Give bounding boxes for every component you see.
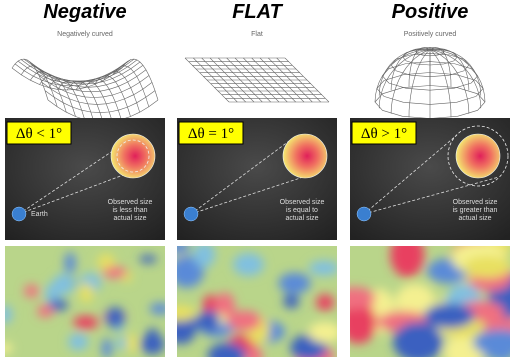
panel-note: is equal to (286, 207, 318, 214)
map-blob (150, 303, 171, 315)
surface-caption: Negatively curved (57, 31, 113, 38)
panel-note: actual size (285, 215, 318, 222)
map-blob (464, 256, 511, 278)
grid-line (122, 59, 158, 100)
map-blob (37, 305, 53, 318)
column-heading: FLAT (232, 1, 283, 23)
hot-spot (283, 134, 327, 178)
grid-line (40, 76, 76, 117)
map-blob (73, 316, 98, 330)
map-blob (278, 273, 310, 294)
map-blob (80, 282, 93, 303)
grid-line (430, 49, 481, 95)
map-blob (53, 274, 74, 295)
map-blob (228, 311, 262, 331)
column: Negative Negatively curved Earth Observed s… (0, 1, 170, 357)
surface-grid (375, 47, 485, 118)
angle-label: Δθ > 1° (361, 126, 407, 142)
map-blob (160, 305, 198, 321)
map-blob (140, 334, 164, 354)
angle-label: Δθ = 1° (188, 126, 234, 142)
map-blob (233, 253, 264, 276)
panel-note: Observed size (108, 199, 153, 206)
grid-line (85, 79, 121, 120)
map-blob (24, 284, 39, 297)
map-blob (106, 307, 125, 328)
surface-grid (12, 59, 158, 122)
map-blob (199, 310, 220, 332)
grid-line (430, 50, 451, 117)
grid-line (12, 59, 48, 100)
panel-note: actual size (113, 215, 146, 222)
earth (184, 207, 198, 221)
hot-spot (111, 134, 155, 178)
map-blob (103, 267, 127, 278)
hot-spot (456, 134, 500, 178)
earth (12, 207, 26, 221)
cmb-map (160, 240, 342, 357)
panel-note: is less than (112, 207, 147, 214)
map-blob (64, 252, 75, 274)
map-blob (334, 287, 376, 309)
grid-line (42, 82, 152, 104)
map-blob (424, 303, 475, 328)
grid-line (12, 68, 122, 90)
cmb-map (0, 246, 170, 357)
cmb-map (334, 231, 512, 357)
panel-note: Observed size (280, 199, 325, 206)
map-blob (116, 338, 127, 350)
map-blob (283, 294, 299, 308)
angle-label: Δθ < 1° (16, 126, 62, 142)
grid-line (379, 49, 430, 95)
column-heading: Negative (43, 1, 126, 23)
panel-note: is greater than (453, 207, 498, 214)
column: Positive Positively curved Observed sizeis… (334, 1, 512, 357)
surface-caption: Positively curved (404, 31, 457, 38)
grid-line (409, 50, 430, 117)
panel-note: Observed size (453, 199, 498, 206)
map-blob (68, 333, 88, 350)
earth (357, 207, 371, 221)
grid-line (24, 59, 134, 81)
earth-label: Earth (31, 211, 48, 218)
surface-grid (185, 58, 329, 102)
map-blob (139, 255, 157, 263)
map-blob (316, 294, 334, 310)
map-blob (309, 261, 339, 276)
map-blob (308, 322, 341, 343)
panel-note: actual size (458, 215, 491, 222)
map-blob (126, 334, 138, 353)
map-blob (194, 242, 216, 268)
cmb-geometry-figure: Negative Negatively curved Earth Observed s… (0, 0, 512, 357)
surface-caption: Flat (251, 31, 263, 38)
column-heading: Positive (392, 1, 469, 23)
map-blob (165, 240, 190, 254)
